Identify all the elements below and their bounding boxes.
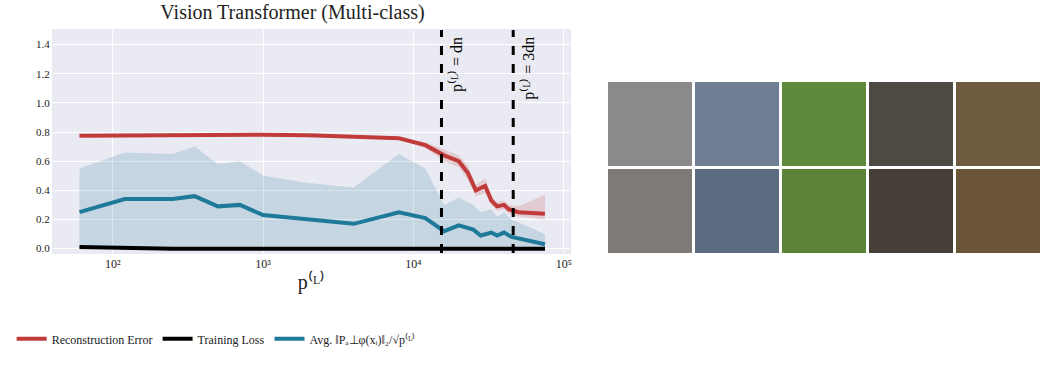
svg-text:1.0: 1.0 xyxy=(36,97,50,109)
svg-text:Avg. ‖Pₐ⊥φ(xᵢ)‖₂/√p⁽ᴸ⁾: Avg. ‖Pₐ⊥φ(xᵢ)‖₂/√p⁽ᴸ⁾ xyxy=(310,333,416,347)
svg-text:p⁽ᴸ⁾: p⁽ᴸ⁾ xyxy=(298,270,325,294)
svg-text:p⁽ᴸ⁾ = dn: p⁽ᴸ⁾ = dn xyxy=(447,37,466,92)
svg-text:10²: 10² xyxy=(105,257,121,271)
svg-text:Training Loss: Training Loss xyxy=(198,333,265,347)
svg-text:p⁽ᴸ⁾ = 3dn: p⁽ᴸ⁾ = 3dn xyxy=(519,37,538,100)
svg-text:1.2: 1.2 xyxy=(36,68,50,80)
svg-text:Reconstruction Error: Reconstruction Error xyxy=(52,333,153,347)
svg-text:1.4: 1.4 xyxy=(36,38,50,50)
svg-text:0.4: 0.4 xyxy=(36,184,50,196)
svg-text:Vision Transformer (Multi-clas: Vision Transformer (Multi-class) xyxy=(160,1,424,24)
svg-text:0.8: 0.8 xyxy=(36,126,50,138)
svg-text:10⁴: 10⁴ xyxy=(405,257,421,271)
svg-text:0.0: 0.0 xyxy=(36,242,50,254)
svg-text:10⁵: 10⁵ xyxy=(556,257,572,271)
svg-text:0.2: 0.2 xyxy=(36,213,50,225)
svg-text:10³: 10³ xyxy=(255,257,271,271)
svg-text:0.6: 0.6 xyxy=(36,155,50,167)
